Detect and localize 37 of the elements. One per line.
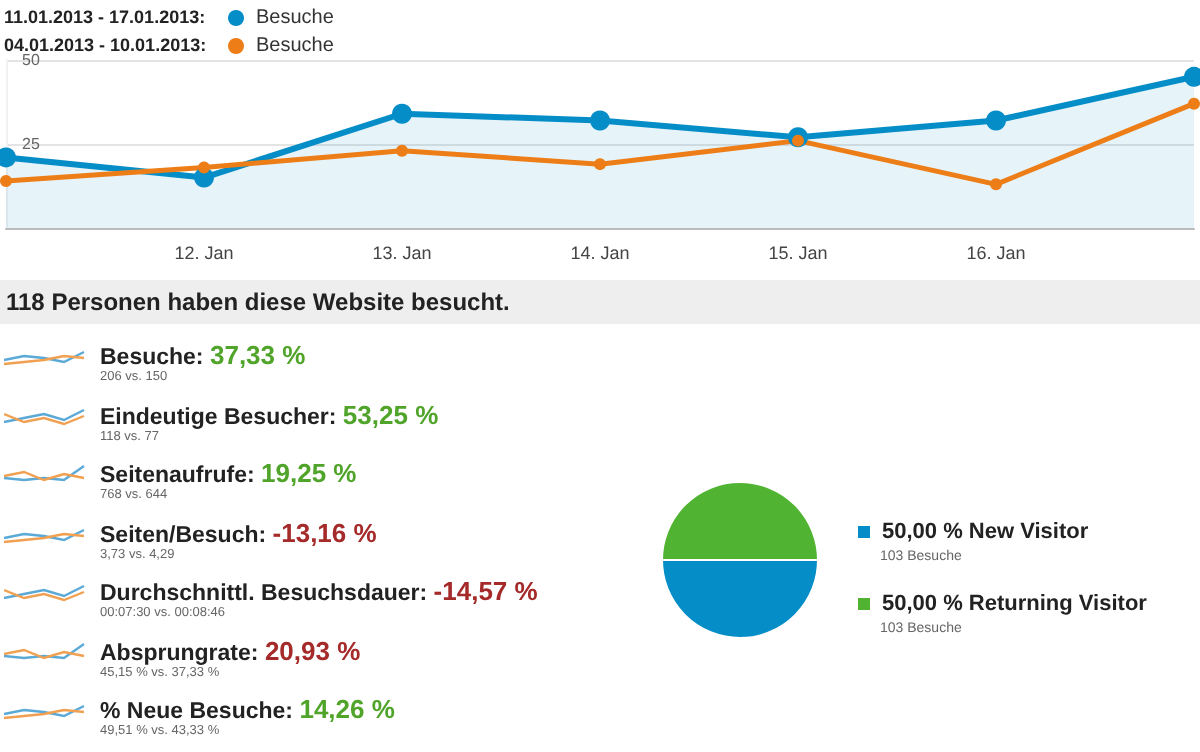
point (986, 110, 1006, 131)
y-tick-label: 25 (22, 135, 41, 153)
x-tick-label: 12. Jan (174, 243, 234, 263)
point (0, 174, 12, 187)
text: 14,26 % (299, 694, 395, 724)
text: 04.01.2013 - 10.01.2013: (4, 35, 207, 55)
text: Seiten/Besuch: (100, 523, 267, 547)
legend-label: Besuche (256, 7, 335, 29)
y-tick-label: 50 (22, 51, 41, 69)
x-tick-label: 13. Jan (372, 243, 432, 263)
point (396, 144, 408, 157)
text: Eindeutige Besucher: (100, 405, 337, 429)
point (590, 110, 610, 131)
x-tick-label: 16. Jan (966, 243, 1026, 263)
x-tick-label: 14. Jan (570, 243, 630, 263)
point (392, 103, 412, 124)
text: 53,25 % (342, 399, 439, 429)
text: Besuche: (100, 346, 204, 370)
text: Seitenaufrufe: (100, 464, 255, 488)
text: 11.01.2013 - 17.01.2013: (4, 7, 206, 27)
point (1188, 97, 1200, 110)
legend-label: 50,00 % Returning Visitor (882, 592, 1149, 616)
point (594, 158, 606, 171)
point (990, 178, 1002, 191)
text: Absprungrate: (100, 641, 259, 665)
text: -14,57 % (433, 576, 538, 606)
x-tick-label: 15. Jan (768, 243, 828, 263)
legend-label: 50,00 % New Visitor (882, 520, 1090, 544)
text: 37,33 % (209, 340, 306, 370)
legend-label: Besuche (256, 35, 335, 57)
text: 118 Personen haben diese Website besucht. (0, 280, 1200, 324)
text: % Neue Besuche: (100, 700, 294, 724)
text: 20,93 % (264, 635, 361, 665)
point (198, 161, 210, 174)
text: -13,16 % (272, 517, 377, 547)
text: Durchschnittl. Besuchsdauer: (100, 582, 428, 606)
text: 19,25 % (261, 458, 357, 488)
